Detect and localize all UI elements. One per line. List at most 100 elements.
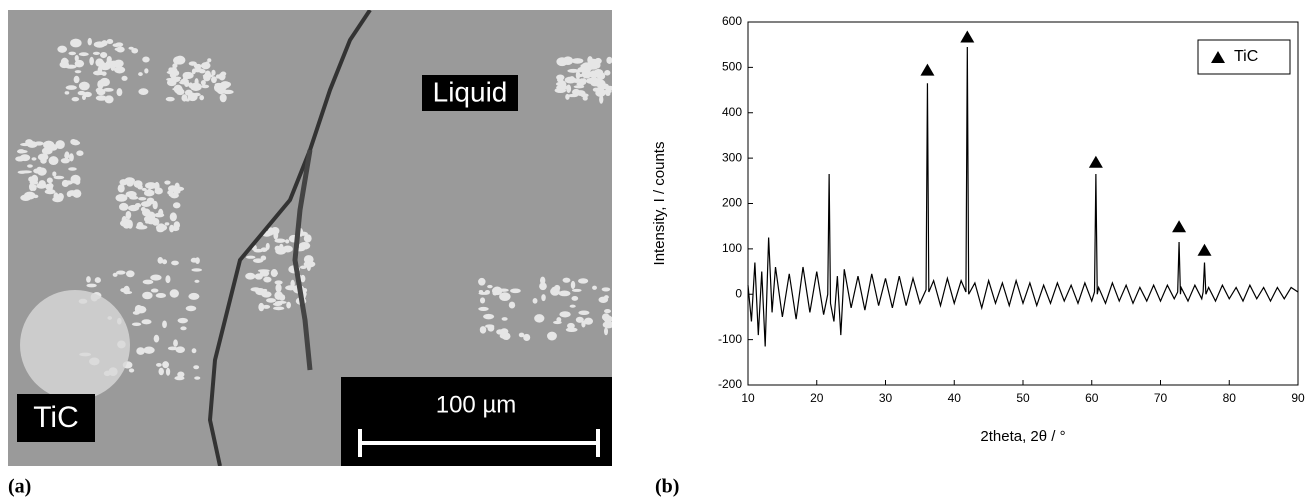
- particle: [576, 90, 582, 95]
- particle: [121, 75, 128, 81]
- particle: [195, 257, 200, 265]
- particle: [48, 156, 59, 165]
- particle: [252, 258, 264, 263]
- particle: [165, 367, 171, 376]
- particle: [129, 195, 139, 200]
- legend-box: [1197, 39, 1291, 75]
- particle: [571, 296, 579, 301]
- particle: [141, 208, 151, 217]
- particle: [41, 147, 53, 155]
- particle: [604, 308, 611, 314]
- particle: [83, 91, 92, 98]
- particle: [202, 74, 214, 78]
- particle: [74, 179, 81, 185]
- particle: [591, 72, 597, 78]
- particle: [106, 38, 114, 45]
- particle: [560, 80, 567, 90]
- particle: [74, 70, 82, 74]
- particle: [273, 306, 285, 311]
- particle: [133, 180, 143, 188]
- particle: [158, 367, 164, 376]
- particle: [175, 88, 185, 96]
- particle: [270, 226, 280, 235]
- particle: [99, 77, 110, 87]
- y-tick-label: -200: [718, 377, 742, 391]
- particle: [256, 276, 262, 280]
- particle: [162, 361, 170, 369]
- crack: [292, 149, 313, 371]
- particle: [31, 157, 37, 161]
- particle: [298, 241, 311, 250]
- particle: [68, 51, 77, 56]
- particle: [72, 189, 82, 198]
- particle: [60, 157, 70, 164]
- particle: [46, 177, 53, 184]
- particle: [194, 376, 201, 380]
- particle: [78, 52, 89, 57]
- particle: [604, 70, 611, 76]
- y-tick-label: 300: [722, 150, 742, 164]
- particle: [177, 317, 188, 324]
- particle: [136, 347, 145, 355]
- particle: [541, 294, 546, 302]
- particle: [135, 224, 148, 230]
- particle: [134, 203, 142, 208]
- particle: [188, 292, 200, 300]
- particle: [66, 191, 72, 198]
- particle: [498, 288, 509, 292]
- y-tick-label: 100: [722, 241, 742, 255]
- particle: [138, 88, 149, 96]
- image-label: Liquid: [433, 76, 508, 107]
- particle: [211, 76, 217, 84]
- image-label: TiC: [33, 401, 79, 434]
- particle: [177, 371, 185, 378]
- particle: [167, 190, 174, 195]
- particle: [25, 139, 33, 145]
- particle: [478, 277, 486, 286]
- particle: [96, 89, 106, 96]
- particle: [131, 47, 139, 54]
- particle: [257, 269, 270, 273]
- panel-label: (a): [8, 476, 31, 498]
- particle: [566, 84, 572, 93]
- particle: [207, 58, 212, 63]
- particle: [194, 279, 200, 283]
- particle: [508, 301, 516, 309]
- particle: [155, 224, 168, 232]
- particle: [518, 332, 525, 338]
- particle: [116, 270, 126, 275]
- particle: [124, 177, 135, 184]
- y-tick-label: 0: [735, 286, 742, 300]
- particle: [592, 285, 597, 290]
- particle: [157, 256, 164, 264]
- particle: [303, 234, 312, 243]
- particle: [175, 346, 185, 353]
- particle: [188, 82, 194, 89]
- particle: [52, 171, 57, 177]
- particle: [120, 288, 127, 293]
- particle: [583, 67, 588, 72]
- particle: [606, 56, 612, 64]
- particle: [484, 324, 495, 328]
- particle: [274, 238, 286, 243]
- particle: [562, 56, 574, 65]
- particle: [169, 212, 177, 222]
- particle: [556, 74, 565, 81]
- particle: [603, 315, 612, 323]
- particle: [218, 72, 226, 81]
- x-tick-label: 40: [948, 391, 962, 405]
- particle: [510, 288, 521, 294]
- particle: [602, 321, 612, 329]
- particle: [594, 79, 606, 88]
- particle: [483, 313, 495, 320]
- particle: [499, 333, 510, 339]
- particle: [220, 83, 227, 91]
- particle: [138, 72, 143, 77]
- particle: [579, 78, 585, 85]
- particle: [173, 56, 184, 65]
- particle: [165, 275, 171, 284]
- particle: [282, 245, 293, 253]
- particle: [152, 200, 158, 210]
- particle: [154, 212, 165, 218]
- particle: [37, 153, 49, 161]
